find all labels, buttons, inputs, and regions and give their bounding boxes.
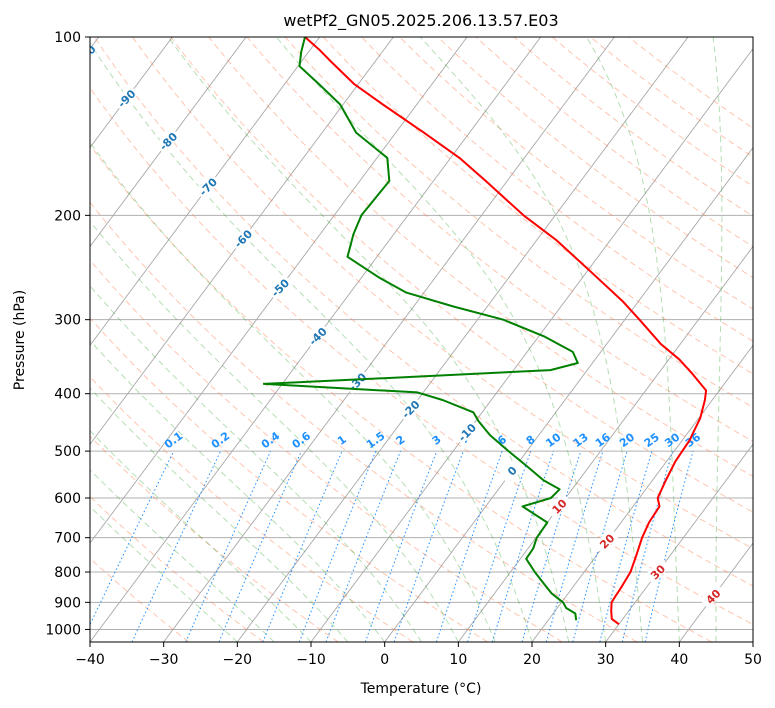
chart-title: wetPf2_GN05.2025.206.13.57.E03: [283, 11, 558, 31]
isotherm-label-bg: [154, 127, 181, 154]
isotherm-label-bg: [304, 322, 330, 349]
y-tick-label: 400: [54, 387, 81, 403]
isotherm-line: [236, 37, 689, 642]
x-tick-label: −40: [75, 652, 105, 668]
isotherm-label-bg: [593, 527, 620, 554]
isotherm-line: [384, 146, 753, 642]
moist-adiabat: [90, 339, 386, 642]
axis-ticks: −40 −30 −20 −10 0 10 20 30 40 50 100 200 300 400 500 60…: [45, 30, 762, 668]
mixing-ratio-line: [491, 450, 554, 642]
x-tick-label: 30: [597, 652, 615, 668]
mixing-ratio-line: [185, 450, 272, 642]
y-tick-label: 200: [54, 208, 81, 224]
moist-adiabat: [90, 220, 459, 642]
mixing-ratio-line: [521, 450, 582, 642]
y-tick-label: 500: [54, 444, 81, 460]
isotherm-label-bg: [498, 457, 525, 483]
moist-adiabat: [586, 37, 680, 642]
plot-frame: [89, 36, 754, 643]
x-tick-label: 50: [744, 652, 762, 668]
dry-adiabat: [132, 37, 753, 550]
isotherm-label-bg: [266, 274, 293, 300]
mixing-ratio-line: [364, 450, 438, 642]
y-tick-label: 700: [54, 531, 81, 547]
isotherm-label-bg: [113, 85, 139, 111]
y-tick-label: 800: [54, 565, 81, 581]
isotherm-line: [90, 37, 321, 347]
dry-adiabat: [93, 37, 753, 587]
isotherm-label-bg: [397, 395, 423, 422]
moist-adiabat: [90, 141, 496, 642]
x-tick-label: 0: [380, 652, 389, 668]
temperature-line: [304, 37, 708, 626]
mixing-ratio-line: [218, 450, 302, 642]
dewpoint-line: [262, 37, 579, 621]
x-tick-label: 20: [523, 652, 541, 668]
x-tick-label: −30: [149, 652, 179, 668]
y-tick-label: 600: [54, 491, 81, 507]
isotherm-line: [310, 47, 753, 642]
dry-adiabat: [90, 201, 638, 642]
mixing-ratio-line: [435, 450, 503, 642]
dry-adiabat: [90, 376, 414, 642]
dry-adiabat: [170, 37, 753, 513]
dry-adiabat: [361, 37, 753, 342]
x-tick-label: −10: [296, 652, 326, 668]
x-tick-label: −20: [223, 652, 253, 668]
profile-series: [262, 37, 708, 626]
moist-adiabat: [90, 387, 349, 642]
x-tick-label: 10: [449, 652, 467, 668]
isotherm-line: [90, 37, 173, 149]
isotherm-line: [605, 443, 753, 642]
dry-adiabat: [399, 37, 753, 310]
y-tick-label: 100: [54, 30, 81, 46]
dry-adiabat: [90, 259, 563, 642]
y-axis-label: Pressure (hPa): [12, 290, 28, 390]
moist-adiabat: [419, 37, 643, 642]
dry-adiabat: [90, 144, 712, 642]
isotherm-label-bg: [545, 493, 572, 519]
mixing-ratio-line: [545, 450, 604, 642]
y-tick-label: 900: [54, 595, 81, 611]
y-tick-label: 1000: [45, 622, 81, 638]
isotherm-label-bg: [344, 368, 370, 394]
isotherm-label-bg: [194, 173, 221, 199]
x-axis-label: Temperature (°C): [360, 681, 482, 697]
isotherm-line: [457, 245, 753, 642]
mixing-ratio-line: [298, 450, 377, 642]
x-tick-label: 40: [670, 652, 688, 668]
mixing-ratio-line: [393, 450, 464, 642]
mixing-ratio-line: [572, 450, 628, 642]
y-tick-label: 300: [54, 313, 81, 329]
isotherm-line: [90, 37, 394, 445]
isotherm-label-bg: [229, 225, 256, 251]
isotherm-label-bg: [644, 558, 670, 585]
isotherm-label-bg: [453, 418, 480, 445]
dry-adiabat: [90, 87, 753, 626]
mixing-ratio-line: [599, 450, 653, 642]
isotherm-label-bg: [699, 583, 726, 609]
mixing-ratio-line: [467, 450, 532, 642]
isotherm-line: [163, 37, 615, 642]
mixing-ratio-line: [262, 450, 343, 642]
isotherm-line: [90, 37, 468, 544]
moist-adiabat: [90, 284, 422, 642]
mixing-ratio-line: [325, 450, 402, 642]
dry-adiabat: [208, 37, 753, 477]
moist-adiabat: [275, 37, 607, 642]
